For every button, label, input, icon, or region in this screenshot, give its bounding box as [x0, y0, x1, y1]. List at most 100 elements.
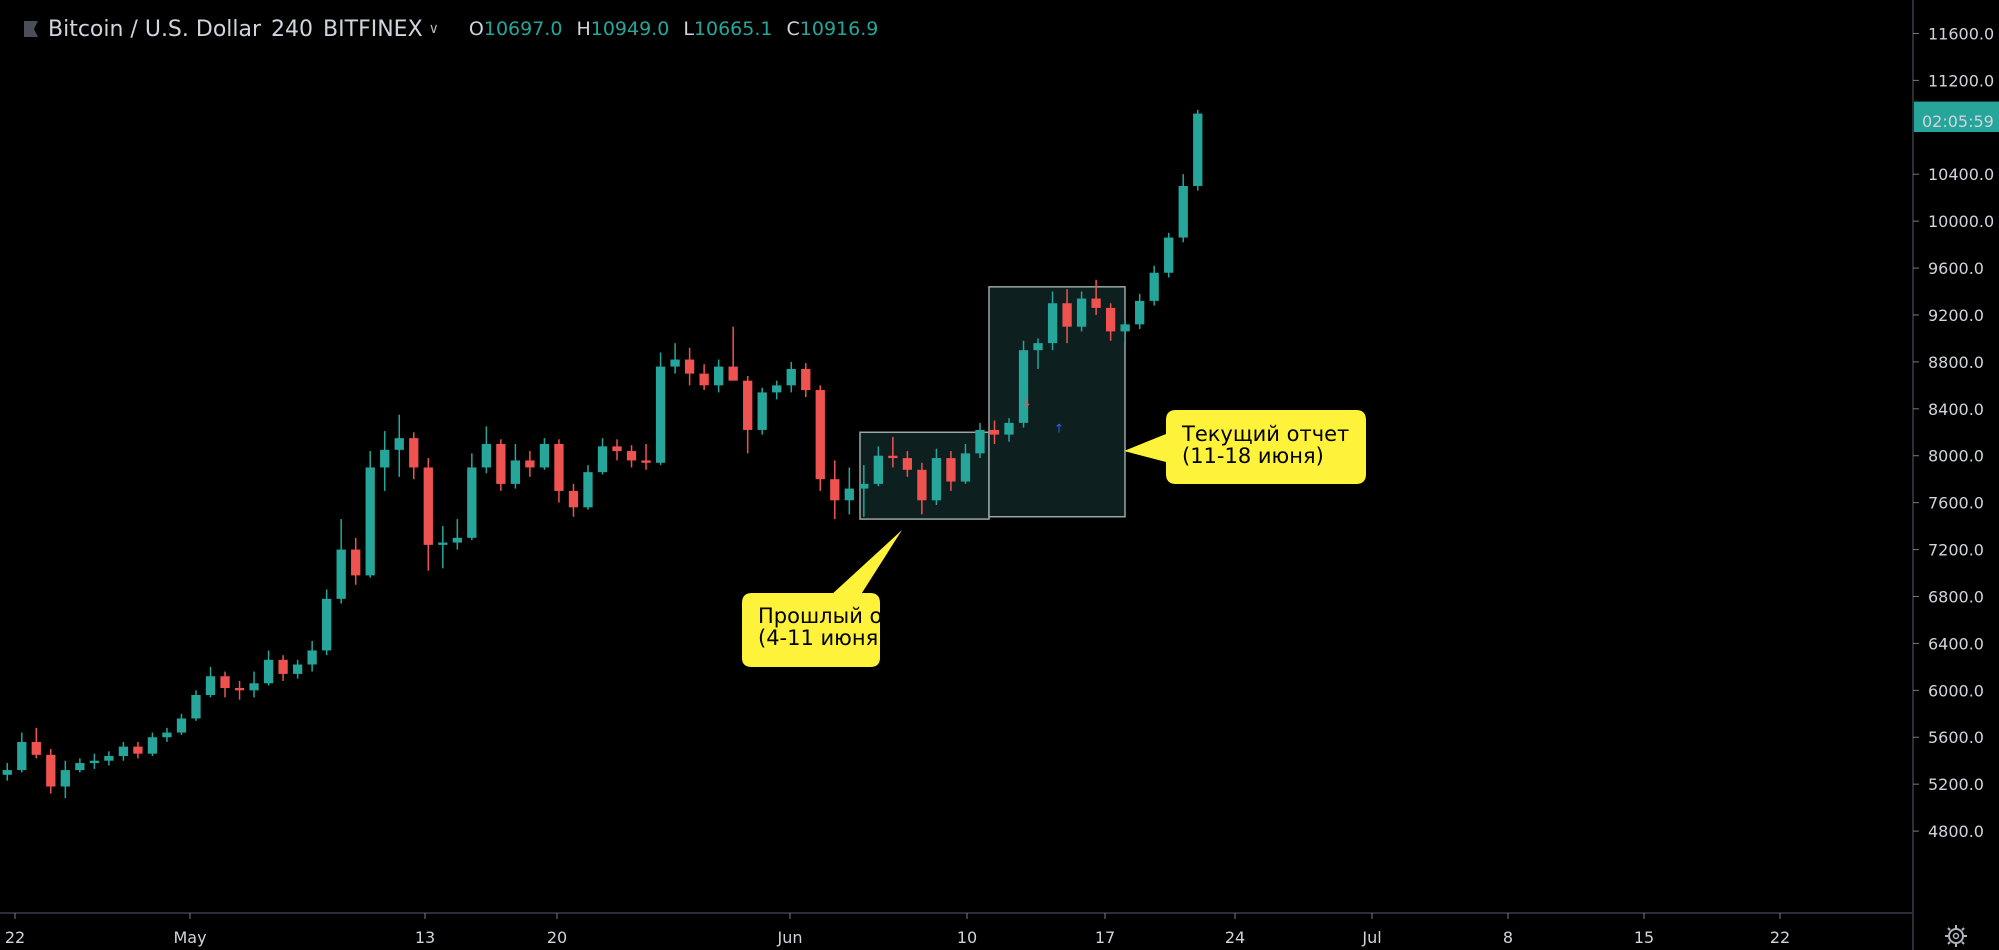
candle	[1193, 109, 1203, 191]
candle	[234, 680, 245, 700]
candle	[89, 753, 100, 769]
candle	[1120, 319, 1130, 344]
candle	[409, 432, 419, 480]
candle	[176, 713, 187, 735]
price-tick-label: 4800.0	[1928, 822, 1984, 841]
candle	[1135, 293, 1145, 330]
price-tick-label: 7200.0	[1928, 541, 1984, 560]
candle	[2, 763, 12, 781]
tradingview-flag-icon	[24, 21, 38, 37]
candle	[743, 375, 753, 454]
candle	[380, 431, 390, 491]
exchange[interactable]: BITFINEX	[323, 16, 423, 42]
time-tick-label: 13	[415, 928, 435, 947]
candle	[815, 385, 825, 491]
ohlc-low: L10665.1	[683, 18, 773, 40]
price-tick-label: 8800.0	[1928, 353, 1984, 372]
time-tick-label: Jul	[1361, 928, 1381, 947]
price-axis[interactable]: 4800.0 5200.0 5600.0 6000.0 6400.0 6800.0 7200…	[1913, 24, 1994, 841]
interval[interactable]: 240	[271, 16, 314, 42]
time-tick-label: 20	[547, 928, 567, 947]
ohlc-open: O10697.0	[468, 18, 563, 40]
time-tick-label: 10	[957, 928, 977, 947]
candle	[423, 458, 433, 571]
candle	[1033, 338, 1043, 369]
current-report-line1: Текущий отчет	[1181, 422, 1349, 446]
symbol-name[interactable]: Bitcoin / U.S. Dollar	[48, 16, 262, 42]
candle	[162, 727, 172, 742]
candle	[554, 439, 564, 503]
candle	[60, 760, 70, 799]
price-tick-label: 8000.0	[1928, 447, 1984, 466]
candle	[336, 519, 346, 604]
candle	[539, 438, 550, 470]
price-tick-label: 5200.0	[1928, 775, 1984, 794]
candle	[597, 438, 608, 475]
candle	[801, 363, 811, 398]
candle	[292, 659, 303, 679]
candle	[365, 451, 375, 578]
candle	[322, 589, 332, 656]
candle	[17, 732, 27, 773]
candle	[873, 446, 883, 487]
candle	[118, 741, 129, 761]
candle	[583, 465, 593, 510]
price-tick-label: 9600.0	[1928, 259, 1984, 278]
candle	[975, 422, 985, 459]
time-axis[interactable]: 22 May 13 20 Jun 10 17 24 Jul 8 15 22	[5, 913, 1790, 947]
candle	[249, 671, 259, 698]
ohlc-high: H10949.0	[576, 18, 670, 40]
candle	[641, 444, 651, 470]
candle	[496, 439, 506, 491]
price-tick-label: 6400.0	[1928, 634, 1984, 653]
candle	[699, 364, 709, 391]
candle	[1004, 418, 1014, 442]
candle	[989, 420, 1000, 444]
candle	[452, 519, 462, 550]
candle	[830, 460, 840, 520]
candle	[1047, 291, 1058, 351]
gear-icon[interactable]	[1945, 925, 1967, 947]
time-tick-label: 15	[1634, 928, 1654, 947]
candle	[844, 467, 854, 515]
price-tick-label: 9200.0	[1928, 306, 1984, 325]
svg-text:02:05:59: 02:05:59	[1922, 112, 1994, 131]
price-tick-label: 10400.0	[1928, 165, 1994, 184]
price-tick-label: 7600.0	[1928, 494, 1984, 513]
past-report-line2: (4-11 июня)	[758, 626, 886, 650]
candle	[31, 727, 41, 759]
candle	[1105, 303, 1116, 341]
candle	[438, 526, 448, 569]
countdown-label: 02:05:59	[1914, 108, 1999, 132]
candle	[263, 650, 274, 686]
candle	[307, 641, 317, 672]
candle	[1018, 340, 1029, 428]
time-tick-label: 22	[5, 928, 25, 947]
time-tick-label: May	[173, 928, 206, 947]
price-tick-label: 11200.0	[1928, 71, 1994, 90]
ohlc-close: C10916.9	[786, 18, 879, 40]
candle	[713, 359, 724, 393]
candle	[147, 732, 158, 757]
candle	[786, 361, 796, 393]
candle	[1164, 232, 1174, 278]
candle	[931, 448, 942, 505]
candle	[772, 380, 782, 400]
candle	[467, 453, 477, 541]
candle	[133, 741, 143, 759]
candle	[684, 347, 695, 386]
price-tick-label: 10000.0	[1928, 212, 1994, 231]
current-report-callout: Текущий отчет (11-18 июня)	[1124, 410, 1366, 484]
candle	[191, 690, 201, 721]
candle	[728, 326, 738, 381]
chart-legend[interactable]: Bitcoin / U.S. Dollar 240 BITFINEX ∨ O10…	[22, 14, 892, 44]
chevron-down-icon[interactable]: ∨	[428, 21, 439, 37]
candle	[46, 748, 56, 794]
candle	[75, 758, 85, 773]
candle	[902, 451, 913, 477]
price-tick-label: 6800.0	[1928, 587, 1984, 606]
candle	[351, 537, 361, 585]
past-report-line1: Прошлый отчет	[758, 604, 932, 628]
